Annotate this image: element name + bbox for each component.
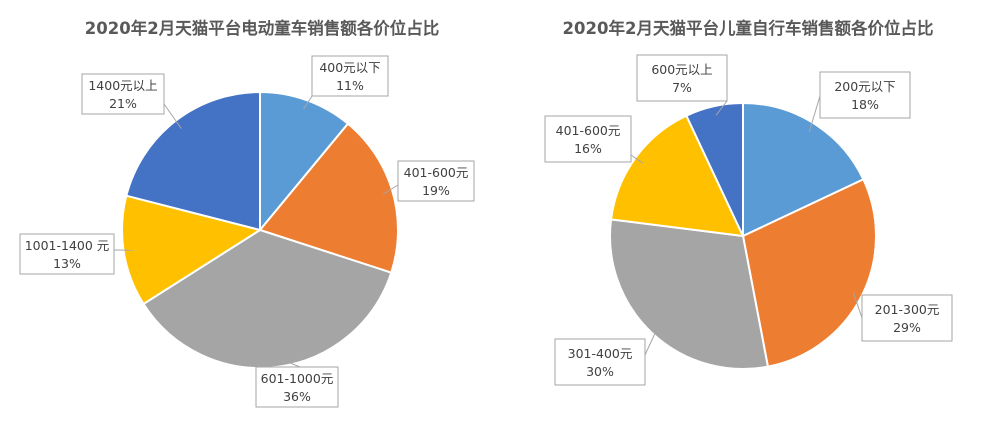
right-callout-box-0 [819, 71, 911, 119]
left-callout-box-1 [397, 160, 475, 202]
right-slice-value-0: 18% [851, 97, 879, 112]
left-slice-label-4: 1400元以上 [88, 78, 157, 93]
right-slice-2 [609, 218, 770, 370]
right-slice-value-4: 7% [672, 80, 692, 95]
left-leader-line-1 [382, 184, 399, 195]
left-slice-label-1: 401-600元 [404, 165, 469, 180]
pie-right: 200元以下 18% 201-300元 29% 301-400元 30% 401-600元 1… [544, 54, 953, 386]
left-slice-value-3: 13% [53, 256, 81, 271]
chart-title-left: 2020年2月天猫平台电动童车销售额各价位占比 [85, 18, 439, 38]
left-callout-box-0 [311, 55, 389, 97]
right-slice-4 [685, 101, 744, 237]
left-callout-box-3 [19, 233, 115, 275]
right-leader-line-4 [715, 100, 728, 116]
right-slice-label-2: 301-400元 [568, 346, 633, 361]
right-slice-value-3: 16% [574, 141, 602, 156]
left-slice-label-3: 1001-1400 元 [25, 238, 110, 253]
right-slice-value-2: 30% [586, 364, 614, 379]
right-slice-0 [742, 101, 865, 238]
left-slice-0 [259, 90, 350, 233]
right-slice-value-1: 29% [893, 320, 921, 335]
right-callout-box-4 [636, 54, 728, 102]
right-slice-label-4: 600元以上 [651, 62, 712, 77]
left-slice-value-4: 21% [109, 96, 137, 111]
left-slice-3 [121, 194, 263, 306]
left-leader-line-0 [303, 95, 313, 110]
right-callout-box-1 [861, 294, 953, 342]
right-slice-label-3: 401-600元 [556, 123, 621, 138]
chart-title-right: 2020年2月天猫平台儿童自行车销售额各价位占比 [563, 18, 934, 38]
left-slice-1 [258, 122, 399, 274]
right-callout-box-2 [554, 338, 646, 386]
left-slice-value-1: 19% [422, 183, 450, 198]
left-slice-label-0: 400元以下 [319, 60, 380, 75]
left-leader-line-2 [275, 356, 301, 368]
left-slice-label-2: 601-1000元 [261, 371, 334, 386]
right-callout-box-3 [544, 115, 632, 163]
left-callout-box-2 [255, 366, 339, 408]
left-slice-value-2: 36% [283, 389, 311, 404]
right-leader-line-0 [808, 95, 821, 132]
right-leader-line-1 [852, 292, 863, 319]
right-slice-label-1: 201-300元 [875, 302, 940, 317]
right-slice-label-0: 200元以下 [834, 79, 895, 94]
right-leader-line-3 [630, 154, 644, 164]
right-leader-line-2 [644, 325, 659, 356]
left-slice-value-0: 11% [336, 78, 364, 93]
pie-left: 400元以下 11% 401-600元 19% 601-1000元 36% 1001-140… [19, 55, 475, 408]
left-callout-box-4 [81, 73, 165, 115]
left-leader-line-4 [163, 103, 182, 129]
